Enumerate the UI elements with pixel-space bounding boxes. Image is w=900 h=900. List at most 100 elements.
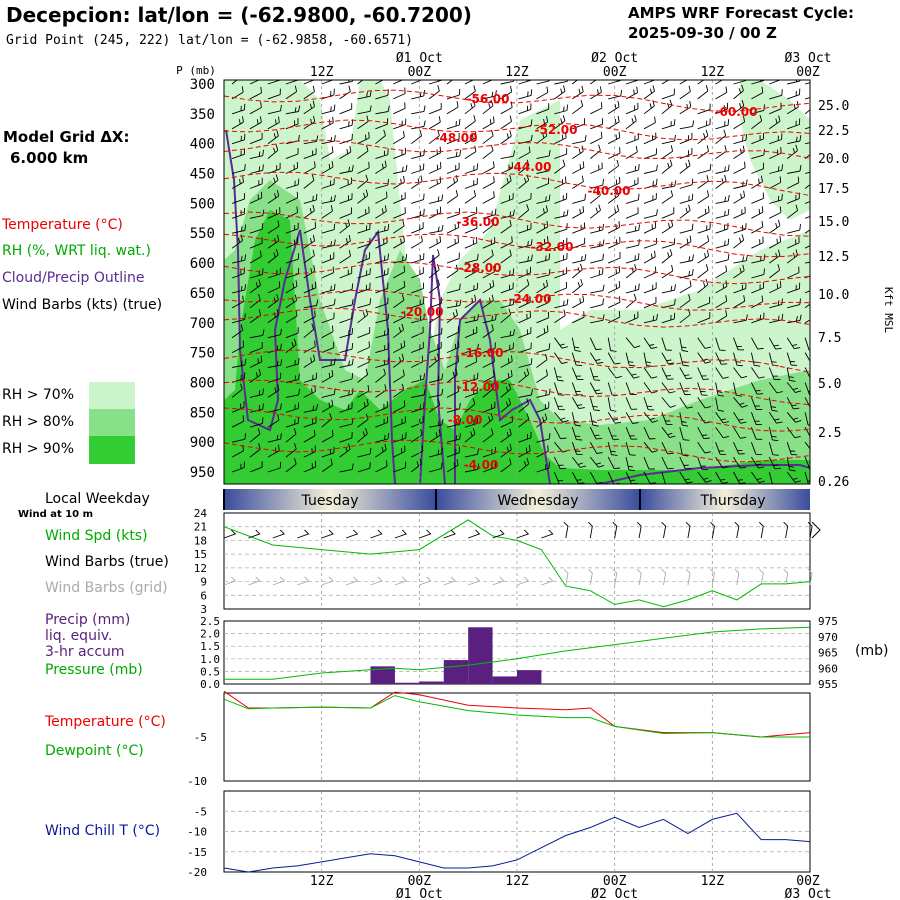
weekday-segment: [224, 489, 436, 510]
wind-barb: [608, 236, 621, 249]
wind-barb: [321, 146, 334, 159]
wind-barb: [464, 222, 478, 234]
wind-barb: [607, 412, 622, 424]
wind-barb: [321, 252, 335, 264]
wind-barb: [804, 275, 810, 279]
wind-barb: [357, 368, 369, 383]
wind-barb: [249, 149, 265, 160]
wind-barb: [661, 190, 674, 204]
wind-barb: [589, 412, 599, 427]
wind-barb: [446, 341, 460, 354]
wind-barb: [536, 194, 551, 204]
wind-barb: [446, 326, 460, 339]
rh90-region: [224, 210, 810, 484]
wind-barb: [536, 280, 549, 294]
isotherm: [224, 171, 810, 196]
precip-bar: [468, 627, 493, 684]
pressure-axis-label: P (mb): [176, 64, 216, 77]
pressure-tick: 350: [190, 107, 215, 123]
wind-barb: [267, 414, 280, 428]
weekday-label: Tuesday: [301, 493, 359, 509]
wind-barb: [590, 314, 605, 324]
wind-barb: [536, 149, 551, 160]
wind-barb: [697, 85, 709, 100]
wind-barb: [446, 402, 461, 413]
top-time-tick: 12Z: [701, 65, 725, 80]
wind-barb: [357, 161, 370, 174]
wind-barb: [446, 80, 454, 85]
wind-barb: [482, 144, 494, 159]
wind-barb: [751, 80, 765, 85]
legend-precip2: liq. equiv.: [45, 628, 113, 644]
wind-barb: [536, 116, 549, 130]
wind-barb: [249, 250, 262, 264]
wind-barb: [554, 252, 568, 264]
wind-barb: [249, 428, 261, 443]
legend-windchill: Wind Chill T (°C): [45, 823, 161, 839]
wind-barb: [411, 373, 425, 383]
wind-barb: [303, 221, 317, 234]
wind-barb: [786, 457, 796, 472]
wind-barb: [661, 264, 674, 279]
wind-barb: [468, 529, 481, 539]
wind-barb: [786, 176, 800, 189]
wind-barb: [661, 119, 676, 130]
legend-wind-barbs-true: Wind Barbs (true): [45, 554, 169, 570]
wind-barb: [661, 312, 676, 324]
wind-barb: [679, 471, 693, 484]
wind-barb: [428, 129, 440, 145]
wind-barb: [697, 456, 708, 471]
wind-barb: [607, 427, 619, 440]
wind-barb: [733, 352, 743, 367]
wind-barb: [787, 118, 801, 130]
wind-barb: [554, 267, 568, 279]
wind-barb: [661, 442, 674, 455]
wind-barb: [443, 576, 456, 586]
wind-barb: [375, 460, 388, 473]
wind-tick: 21: [194, 521, 207, 534]
wind-barb: [482, 355, 495, 368]
wind-barb: [345, 576, 359, 586]
wind-barb: [375, 224, 390, 234]
wind-barb: [393, 311, 406, 324]
wind-barb: [643, 266, 657, 279]
wind-barb: [804, 245, 810, 249]
wind-barb: [554, 85, 566, 100]
wind-barb: [612, 521, 618, 539]
wind-barb: [768, 382, 783, 394]
legend-wind-barbs: Wind Barbs (kts) (true): [2, 297, 163, 313]
wind-barb: [428, 103, 442, 115]
wind-barbs-grid: [223, 568, 813, 586]
wind-barb: [571, 337, 581, 352]
wind-barb: [518, 327, 532, 339]
wind-barb: [804, 290, 810, 294]
wind-barb: [590, 118, 604, 130]
wind-barb: [733, 234, 745, 249]
wind-barb: [643, 441, 658, 453]
wind-barb: [625, 397, 638, 410]
wind-barb: [267, 444, 280, 458]
wind-barb: [518, 239, 533, 249]
wind-barb: [625, 293, 637, 309]
wind-barb: [500, 192, 514, 204]
wind-barb: [625, 163, 640, 174]
wind-tick: 24: [194, 507, 208, 520]
wind-barb: [339, 402, 353, 413]
wind-barb: [375, 343, 389, 354]
wind-barb: [787, 88, 801, 100]
pressure-tick: 900: [190, 435, 215, 451]
wind-barb: [758, 568, 764, 586]
wind-barb: [303, 249, 315, 264]
wind-barb: [428, 263, 440, 279]
wind-barb: [643, 382, 658, 394]
wind-barb: [571, 456, 587, 468]
wind-barb: [321, 298, 336, 309]
wind-barb: [464, 387, 478, 398]
wind-barb: [751, 220, 764, 234]
wind-barb: [715, 222, 729, 234]
temp-label: -16.00: [461, 346, 504, 360]
kft-axis-label: Kft MSL: [882, 287, 895, 334]
wind-barb: [787, 165, 802, 174]
wind-barb: [572, 278, 583, 294]
wind-barb: [248, 529, 261, 539]
